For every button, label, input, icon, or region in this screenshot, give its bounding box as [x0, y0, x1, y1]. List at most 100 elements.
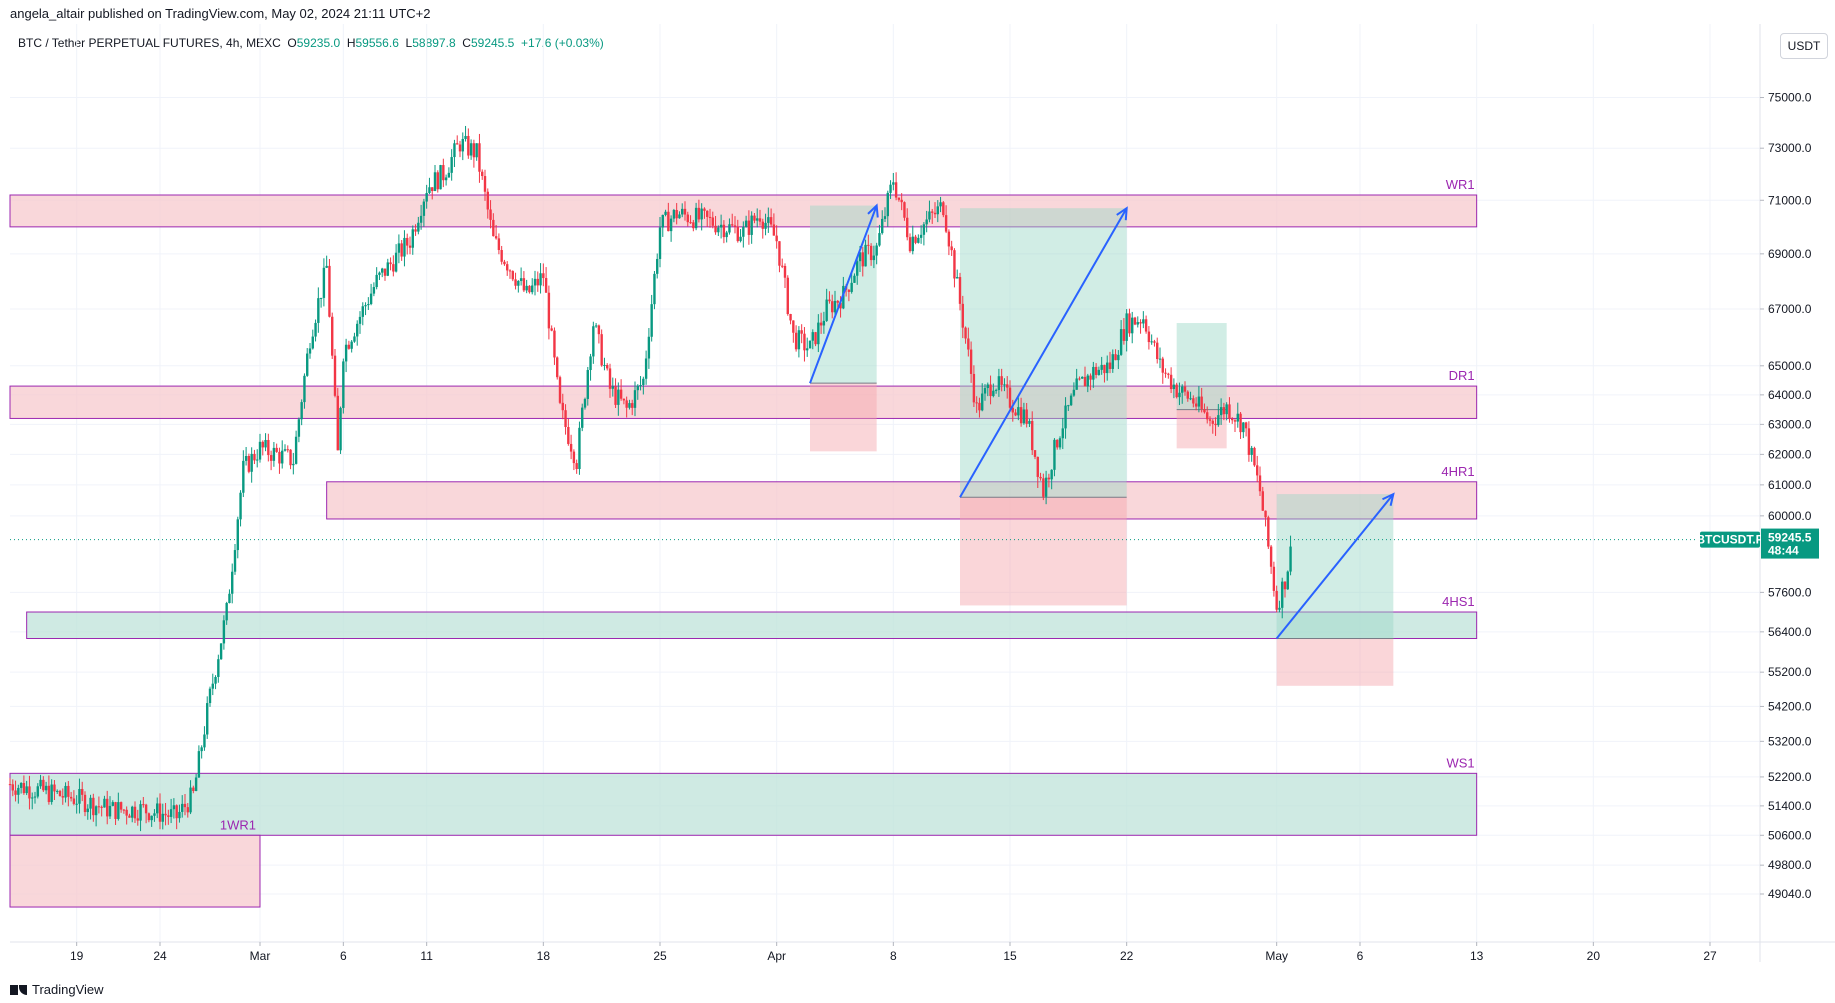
candle-body: [347, 344, 351, 349]
candle-body: [897, 197, 901, 200]
candle-body: [69, 796, 73, 799]
candle-body: [53, 784, 56, 792]
candle-body: [711, 217, 714, 226]
candle-body: [1147, 331, 1151, 343]
candle-body: [1283, 581, 1287, 590]
candle-body: [1083, 376, 1087, 387]
candle-body: [511, 271, 514, 280]
candle-body: [1158, 358, 1162, 360]
currency-button[interactable]: USDT: [1780, 33, 1828, 59]
candle-body: [1278, 607, 1281, 610]
candle-body: [1167, 373, 1170, 375]
candle-body: [867, 244, 870, 246]
symbol-legend[interactable]: BTC / Tether PERPETUAL FUTURES, 4h, MEXC…: [18, 36, 604, 50]
candle-body: [308, 348, 312, 354]
candle-body: [539, 273, 542, 286]
candle-body: [1092, 366, 1095, 380]
candle-body: [231, 571, 234, 594]
candle-body: [1203, 409, 1206, 413]
candle-body: [875, 245, 878, 256]
candle-body: [1106, 362, 1109, 374]
candle-body: [258, 441, 262, 460]
candle-body: [456, 143, 459, 145]
footer-brand[interactable]: TradingView: [10, 982, 104, 997]
ticker-badge-label: BTCUSDT.P: [1696, 533, 1763, 547]
candle-body: [797, 330, 801, 350]
y-tick-label: 54200.0: [1768, 699, 1812, 713]
candle-body: [1067, 405, 1070, 407]
candle-body: [339, 407, 342, 451]
candle-body: [203, 734, 206, 748]
candle-body: [419, 215, 423, 223]
candle-body: [914, 236, 917, 243]
candle-body: [417, 222, 420, 232]
x-tick-label: 6: [1357, 949, 1364, 963]
candle-body: [1142, 319, 1145, 324]
candle-body: [39, 779, 42, 787]
candle-body: [1017, 407, 1020, 416]
candle-body: [206, 703, 209, 735]
candle-body: [939, 202, 942, 207]
candle-body: [1208, 419, 1212, 421]
candle-body: [233, 550, 237, 572]
candle-body: [594, 325, 598, 327]
candle-body: [806, 348, 809, 351]
candle-body: [894, 182, 898, 198]
candle-body: [492, 219, 495, 237]
candle-body: [1164, 372, 1167, 374]
candle-body: [1214, 423, 1217, 426]
candle-body: [725, 232, 728, 238]
candle-body: [550, 328, 553, 331]
candle-body: [1239, 413, 1242, 433]
candle-body: [314, 322, 317, 337]
candle-body: [644, 358, 648, 379]
candle-body: [1242, 422, 1245, 433]
candle-body: [394, 252, 398, 272]
zone-1wr1: [9, 834, 261, 908]
x-tick-label: 25: [653, 949, 667, 963]
candle-body: [1039, 476, 1042, 479]
footer-brand-label: TradingView: [32, 982, 104, 997]
candle-body: [1169, 374, 1173, 390]
candle-body: [683, 208, 687, 215]
candle-body: [969, 349, 973, 374]
candle-body: [508, 270, 512, 272]
candle-body: [789, 313, 792, 321]
candle-body: [242, 460, 245, 493]
candle-body: [481, 171, 484, 177]
candle-body: [658, 227, 662, 259]
axes-layer: 75000.0 73000.0 71000.0 69000.0 67000.0 65000…: [10, 24, 1835, 963]
candle-body: [750, 215, 753, 235]
candle-body: [1247, 428, 1251, 455]
candle-body: [494, 236, 498, 239]
candle-body: [392, 264, 395, 272]
candle-body: [772, 224, 776, 236]
candle-body: [669, 218, 673, 232]
candle-body: [547, 292, 551, 329]
candle-body: [986, 384, 989, 389]
candle-body: [128, 815, 131, 818]
candle-body: [1053, 439, 1056, 470]
candle-body: [1011, 407, 1014, 413]
y-tick-label: 71000.0: [1768, 193, 1812, 207]
candle-body: [786, 277, 789, 314]
zone-4hs1: [26, 611, 1478, 640]
candle-body: [97, 806, 101, 808]
candle-body: [117, 802, 120, 819]
arrow-head-icon: [867, 203, 879, 218]
candle-body: [497, 238, 501, 251]
candle-body: [403, 237, 406, 257]
candle-body: [142, 804, 145, 806]
candle-body: [719, 224, 723, 228]
candle-body: [1031, 421, 1034, 451]
candle-body: [61, 796, 64, 798]
candle-body: [200, 747, 203, 752]
candle-body: [617, 389, 620, 405]
x-tick-label: May: [1265, 949, 1288, 963]
candle-body: [836, 300, 839, 303]
y-tick-label: 73000.0: [1768, 141, 1812, 155]
candle-body: [400, 243, 403, 257]
candle-body: [147, 813, 151, 821]
candle-body: [342, 361, 345, 408]
